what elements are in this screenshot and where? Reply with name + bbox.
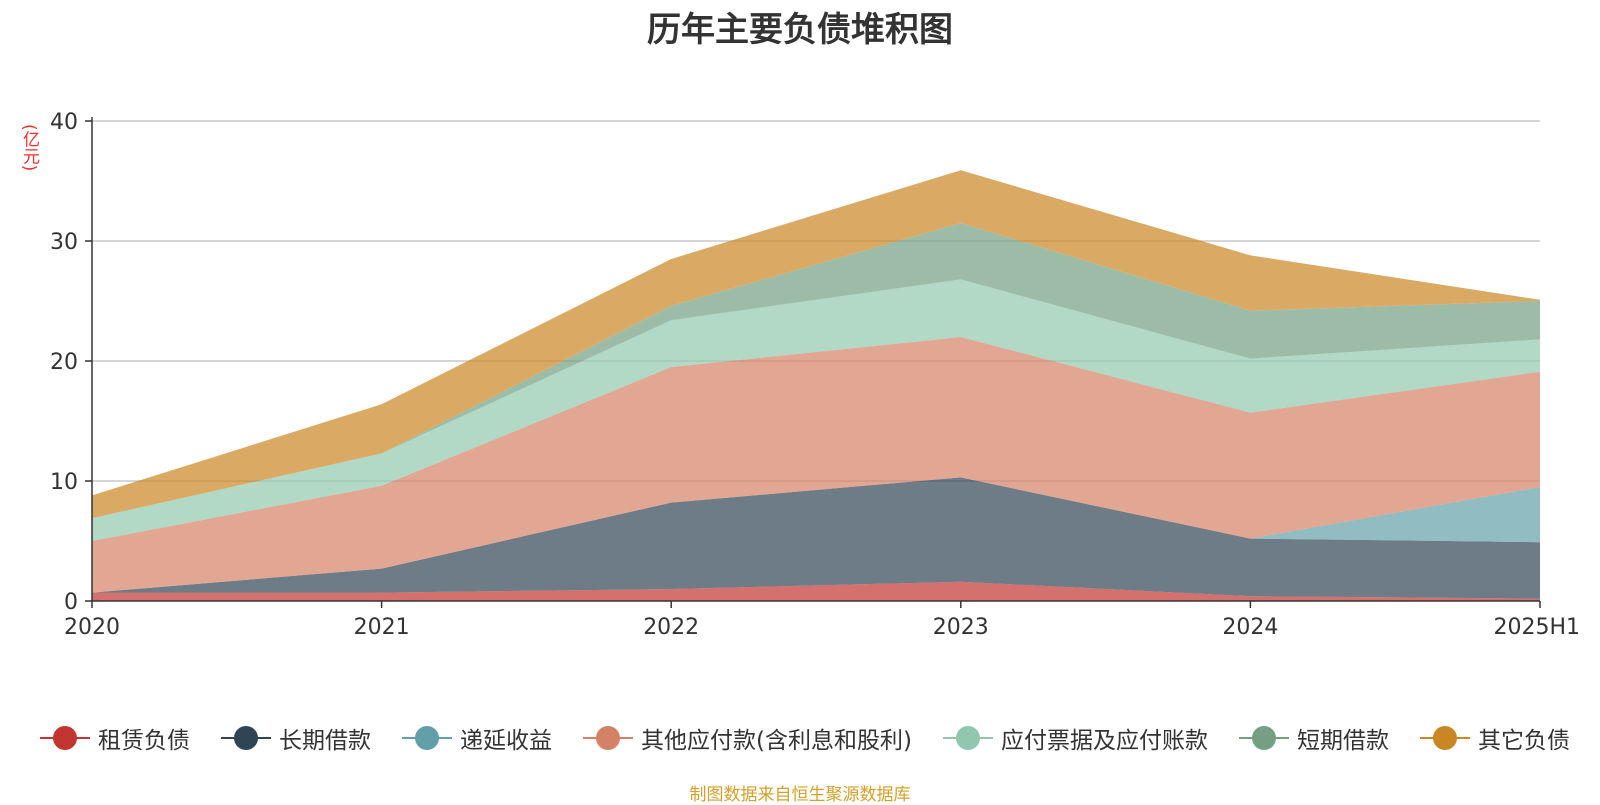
legend-marker-icon — [583, 725, 633, 751]
area-series-3[interactable] — [92, 337, 1540, 593]
x-tick-label: 2021 — [354, 615, 410, 640]
y-tick-label: 30 — [50, 230, 78, 255]
legend-item[interactable]: 应付票据及应付账款 — [942, 721, 1208, 755]
area-series-1[interactable] — [92, 477, 1540, 599]
stacked-area-chart: 0 10 20 30 40 2020 2021 2022 2023 2024 2025H1 — [50, 110, 1580, 640]
legend-item[interactable]: 租赁负债 — [40, 721, 190, 755]
y-tick-label: 20 — [50, 350, 78, 375]
legend-marker-icon — [942, 725, 993, 751]
legend-marker-icon — [402, 725, 452, 751]
legend-label: 应付票据及应付账款 — [1000, 728, 1208, 754]
tick-labels: 0 10 20 30 40 2020 2021 2022 2023 2024 2025H1 — [50, 110, 1580, 640]
y-tick-label: 40 — [50, 110, 78, 135]
legend-label: 其它负债 — [1477, 728, 1570, 754]
legend: 租赁负债 长期借款 递延收益 其他应付款(含利息和股利) 应付票据及应付账款 短期借款 其它… — [40, 718, 1570, 758]
legend-item[interactable]: 其他应付款(含利息和股利) — [583, 721, 912, 755]
area-series-0[interactable] — [92, 581, 1540, 601]
x-tick-label: 2020 — [64, 615, 120, 640]
area-series-4[interactable] — [92, 279, 1540, 541]
legend-label: 租赁负债 — [98, 728, 190, 754]
legend-label: 长期借款 — [279, 728, 371, 754]
x-tick-label: 2024 — [1222, 615, 1278, 640]
legend-item[interactable]: 长期借款 — [221, 721, 371, 755]
legend-label: 递延收益 — [460, 728, 552, 754]
source-note: 制图数据来自恒生聚源数据库 — [689, 785, 911, 805]
area-series-5[interactable] — [92, 223, 1540, 519]
y-tick-label: 0 — [64, 590, 78, 615]
legend-item[interactable]: 短期借款 — [1238, 721, 1389, 755]
x-tick-label: 2022 — [643, 615, 699, 640]
area-series-layer — [92, 170, 1540, 601]
legend-item[interactable]: 其它负债 — [1419, 721, 1570, 755]
legend-marker-icon — [221, 725, 271, 751]
legend-item[interactable]: 递延收益 — [402, 721, 552, 755]
x-tick-label: 2025H1 — [1493, 615, 1580, 640]
y-axis-unit-label: (亿元) — [19, 124, 39, 172]
legend-marker-icon — [40, 725, 90, 751]
axes — [85, 117, 1541, 608]
legend-marker-icon — [1419, 725, 1470, 751]
x-tick-label: 2023 — [933, 615, 989, 640]
chart-title: 历年主要负债堆积图 — [647, 10, 953, 50]
y-tick-label: 10 — [50, 470, 78, 495]
legend-label: 其他应付款(含利息和股利) — [641, 728, 912, 754]
legend-label: 短期借款 — [1296, 728, 1389, 754]
area-series-6[interactable] — [92, 170, 1540, 519]
legend-marker-icon — [1238, 725, 1289, 751]
